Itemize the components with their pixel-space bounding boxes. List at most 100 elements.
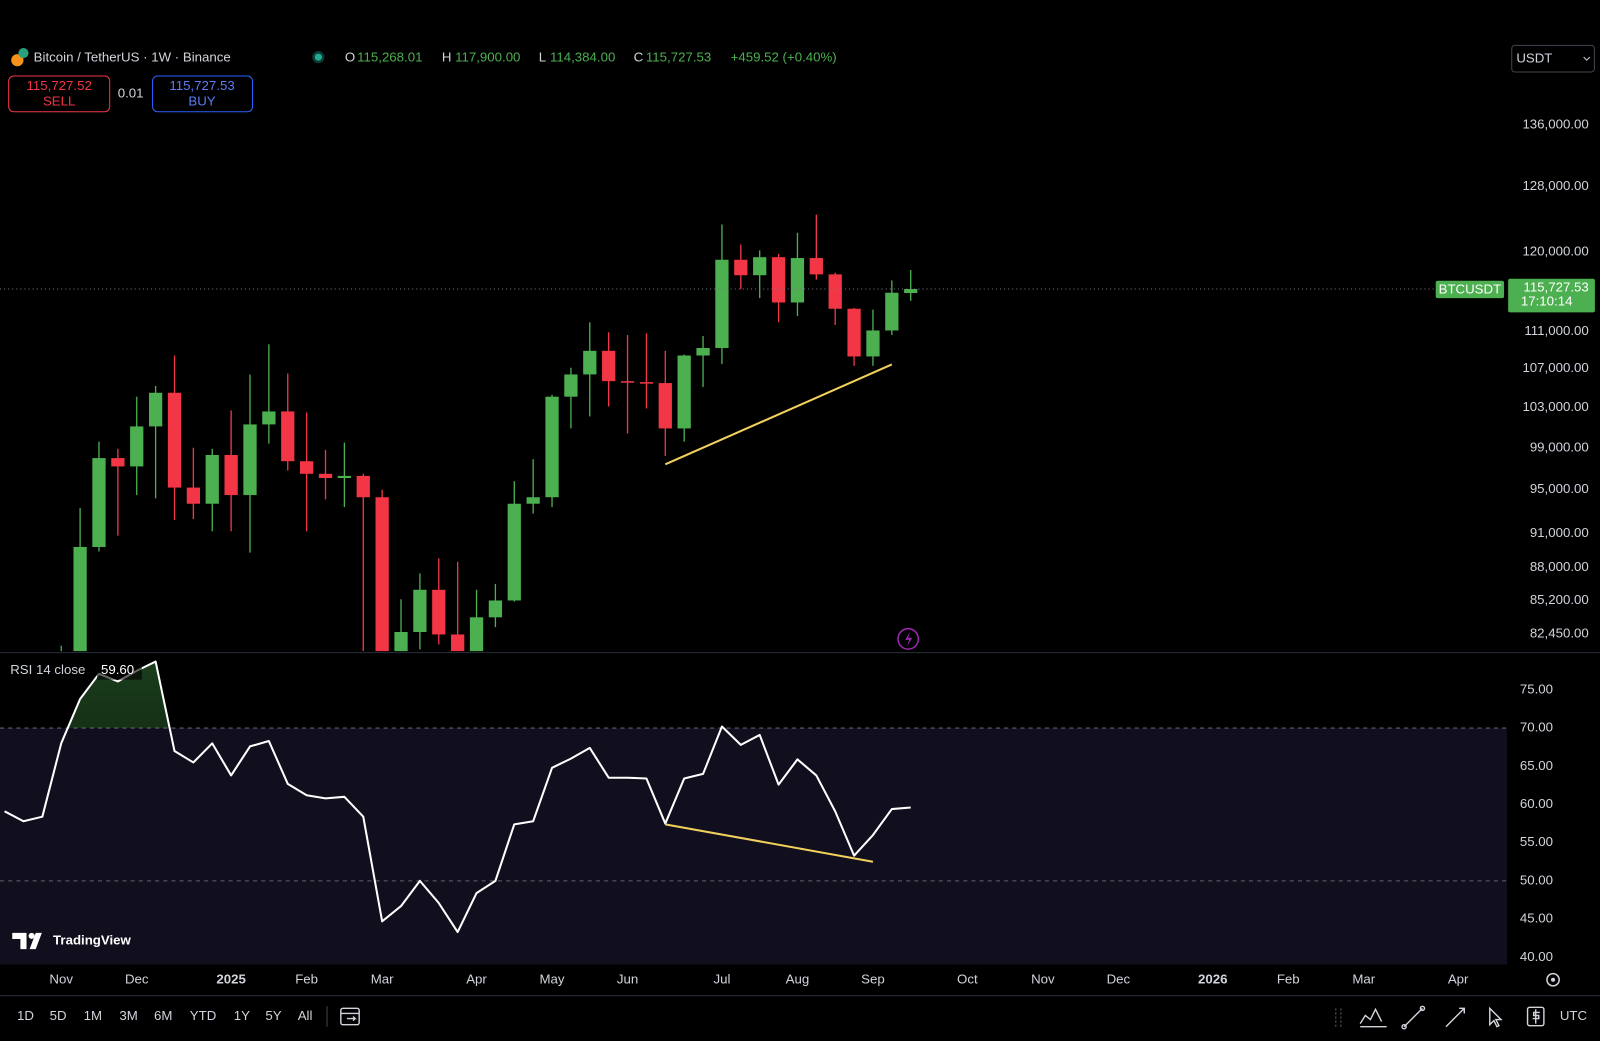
sell-label[interactable]: SELL <box>43 94 75 109</box>
range-button[interactable]: 1D <box>17 1008 34 1023</box>
axis-settings[interactable] <box>1546 972 1560 987</box>
last-price-label: 115,727.53 <box>1523 279 1588 294</box>
symbol-title: Bitcoin / TetherUS · 1W · Binance <box>34 50 231 65</box>
change: +459.52 (+0.40%) <box>731 50 837 65</box>
range-button[interactable]: 1Y <box>234 1008 250 1023</box>
axes: 136,000.00 128,000.00 120,000.00 111,000.00… <box>49 116 1588 986</box>
calendar-arrow[interactable] <box>340 1012 360 1022</box>
candle-body <box>488 600 503 618</box>
candle-body <box>885 292 899 331</box>
x-tick-label: 2026 <box>1198 971 1227 986</box>
y-tick-label: 82,450.00 <box>1530 625 1589 640</box>
tool-cursor[interactable] <box>1489 1006 1503 1028</box>
tool-currency[interactable] <box>1526 1006 1545 1027</box>
ohlc-key: O <box>345 50 355 65</box>
header: Bitcoin / TetherUS · 1W · Binance O 115,… <box>8 44 1595 113</box>
y-tick-label: 95,000.00 <box>1530 481 1589 496</box>
candle-body <box>545 396 559 498</box>
grip <box>1335 1008 1342 1027</box>
rsi-tick-label: 55.00 <box>1520 834 1553 849</box>
tool-line[interactable] <box>1403 1007 1423 1028</box>
buy-button[interactable]: 115,727.53 BUY <box>152 75 254 113</box>
x-tick-label: Jun <box>617 971 638 986</box>
buy-label[interactable]: BUY <box>188 94 215 109</box>
rsi-overbought-fill <box>4 661 911 729</box>
x-tick-label: Aug <box>786 971 810 986</box>
range-button[interactable]: All <box>298 1008 313 1023</box>
candle-body <box>696 348 710 356</box>
candle-body <box>318 473 333 479</box>
rsi-tick-label: 75.00 <box>1520 681 1553 696</box>
timezone[interactable]: UTC <box>1560 1008 1588 1023</box>
x-tick-label: Feb <box>1277 971 1300 986</box>
buy-price[interactable]: 115,727.53 <box>169 78 234 93</box>
rsi-band <box>0 728 1508 965</box>
candle-body <box>507 503 521 601</box>
rsi-title: RSI 14 close <box>10 662 85 677</box>
candle-body <box>281 411 295 462</box>
rsi-pane: RSI 14 close 59.60 <box>0 660 1508 965</box>
dropdown-box[interactable] <box>1511 44 1595 73</box>
ohlc-value: 117,900.00 <box>455 50 520 65</box>
goto-date[interactable] <box>340 1007 360 1026</box>
tool-line-end[interactable] <box>1401 1023 1407 1030</box>
candle-body <box>790 258 805 303</box>
ohlc-key: C <box>634 50 644 65</box>
currency[interactable]: USDT <box>1516 51 1552 66</box>
candle-body <box>469 617 484 652</box>
sell-price[interactable]: 115,727.52 <box>27 78 92 93</box>
tool-indicators[interactable] <box>1359 1007 1387 1028</box>
tool-ray[interactable] <box>1445 1007 1465 1028</box>
chevron[interactable] <box>1583 56 1591 61</box>
watermark: TradingView <box>12 932 132 950</box>
rsi-tick-label: 50.00 <box>1520 872 1553 887</box>
range-button[interactable]: 6M <box>154 1008 172 1023</box>
price-trendline <box>664 363 893 466</box>
candle-body <box>602 350 616 382</box>
candle-body <box>356 475 370 498</box>
calendar-icon[interactable] <box>340 1007 360 1026</box>
drawing-tools <box>1335 1005 1545 1030</box>
y-tick-label: 120,000.00 <box>1522 244 1588 259</box>
last-price-box <box>1508 278 1595 313</box>
candle-body <box>866 330 880 357</box>
tool-line-end[interactable] <box>1419 1005 1426 1012</box>
y-tick-label: 85,200.00 <box>1530 592 1589 607</box>
candle-body <box>111 458 125 467</box>
gear[interactable] <box>1546 972 1560 987</box>
y-tick-label: 128,000.00 <box>1522 178 1588 193</box>
y-tick-label: 103,000.00 <box>1522 399 1588 414</box>
alert-icon[interactable] <box>897 627 920 650</box>
logo-dot <box>28 932 35 939</box>
range-button[interactable]: YTD <box>190 1008 216 1023</box>
candle-body <box>337 475 352 479</box>
candle-body <box>167 392 182 488</box>
sell-box[interactable] <box>8 75 111 113</box>
ohlc-value: 115,727.53 <box>646 50 711 65</box>
spread: 0.01 <box>118 85 144 100</box>
candle-body <box>620 381 635 383</box>
range-button[interactable]: 5Y <box>265 1008 281 1023</box>
x-tick-label: Nov <box>1031 971 1055 986</box>
y-tick-label: 107,000.00 <box>1522 360 1588 375</box>
tool-currency-sign[interactable] <box>1532 1009 1540 1024</box>
alert-bolt[interactable] <box>905 631 913 647</box>
usdt-icon <box>18 47 29 59</box>
currency-dropdown[interactable]: USDT <box>1511 44 1595 73</box>
alert-ring[interactable] <box>897 627 920 650</box>
candle-body <box>432 589 446 635</box>
gear-hub[interactable] <box>1551 977 1556 982</box>
candle-body <box>130 426 144 467</box>
candle-body <box>677 355 691 429</box>
y-tick-label: 88,000.00 <box>1530 559 1589 574</box>
price-plot <box>60 214 918 652</box>
buy-box[interactable] <box>152 75 254 113</box>
range-button[interactable]: 5D <box>50 1008 67 1023</box>
sell-button[interactable]: 115,727.52 SELL <box>8 75 111 113</box>
candle-body <box>451 634 465 652</box>
range-button[interactable]: 1M <box>84 1008 102 1023</box>
range-button[interactable]: 3M <box>119 1008 137 1023</box>
ohlc-key: L <box>539 50 546 65</box>
candle-body <box>375 497 389 652</box>
